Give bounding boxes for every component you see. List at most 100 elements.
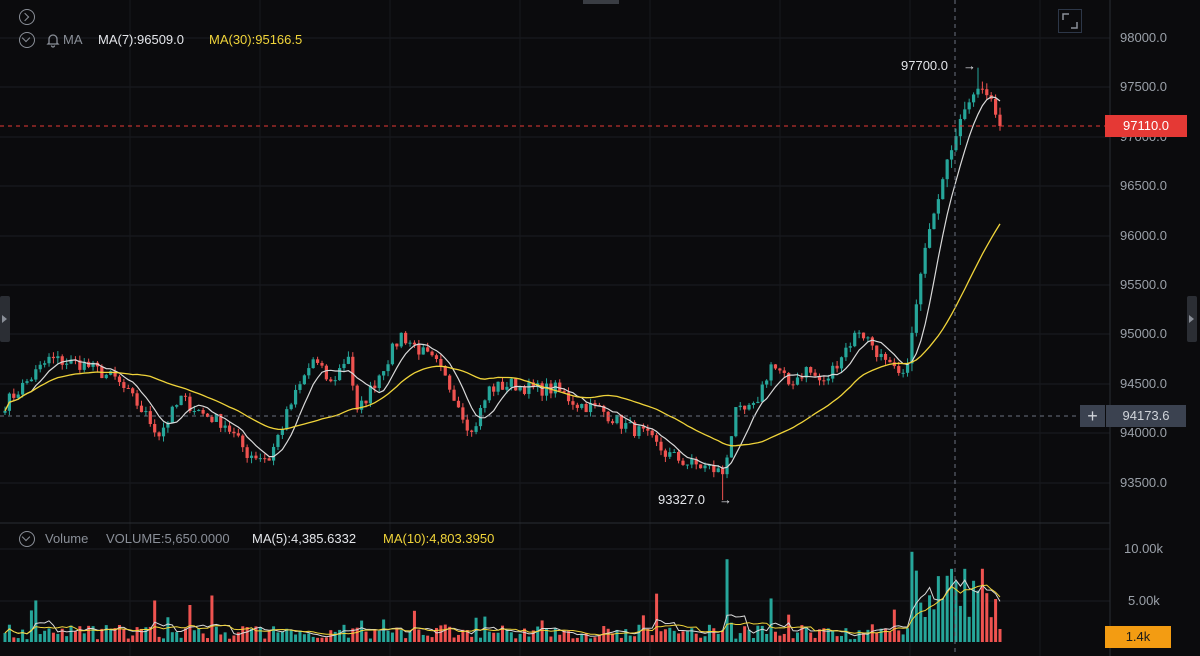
volume-bar <box>677 633 681 642</box>
right-panel-toggle[interactable] <box>1187 296 1197 342</box>
candle-body <box>368 385 373 404</box>
volume-bars <box>3 551 1002 642</box>
volume-bar <box>875 632 879 642</box>
volume-bar <box>782 633 786 642</box>
last-price-tag: 97110.0 <box>1105 115 1187 137</box>
candle-body <box>192 410 196 412</box>
candle-body <box>822 380 826 382</box>
candle-body <box>985 89 989 96</box>
candle-body <box>958 118 962 137</box>
candle-body <box>681 460 685 465</box>
volume-bar <box>637 624 641 642</box>
volume-bar <box>250 628 254 642</box>
candle-body <box>443 366 447 376</box>
indicator-name[interactable]: MA <box>63 32 83 47</box>
candle-body <box>646 428 650 431</box>
candle-body <box>16 394 20 398</box>
candle-body <box>624 423 628 429</box>
candle-body <box>496 381 500 392</box>
volume-bar <box>531 630 535 642</box>
candle-body <box>56 356 60 359</box>
volume-bar <box>373 629 377 642</box>
candle-body <box>417 344 421 355</box>
candle-body <box>298 384 302 390</box>
candle-body <box>280 429 284 435</box>
candle-body <box>51 356 56 359</box>
volume-bar <box>655 593 659 642</box>
volume-bar <box>536 626 540 642</box>
volume-bar <box>404 638 408 642</box>
volume-bar <box>756 625 760 642</box>
candle-body <box>43 363 47 365</box>
candle-body <box>558 382 562 392</box>
volume-bar <box>870 624 874 642</box>
candle-body <box>271 446 276 461</box>
volume-bar <box>109 629 113 642</box>
candle-body <box>289 404 293 410</box>
crosshair <box>0 0 1105 656</box>
candle-body <box>690 458 694 465</box>
volume-bar <box>16 638 20 642</box>
candle-body <box>747 404 751 410</box>
candle-body <box>426 347 430 352</box>
candle-body <box>82 361 86 370</box>
candle-body <box>307 368 311 376</box>
volume-bar <box>575 637 579 642</box>
candle-body <box>588 403 593 413</box>
candle-body <box>302 375 306 385</box>
volume-bar <box>936 576 940 642</box>
volume-bar <box>817 629 821 642</box>
price-tick: 96000.0 <box>1120 228 1167 243</box>
volume-legend-toggle-icon[interactable] <box>19 531 35 547</box>
volume-bar <box>223 632 227 642</box>
ma7-line <box>4 96 1001 469</box>
volume-bar <box>923 616 927 642</box>
volume-bar <box>773 631 777 642</box>
candle-body <box>729 436 734 458</box>
volume-bar <box>34 600 38 642</box>
candle-body <box>364 400 368 404</box>
crosshair-plus-icon[interactable]: + <box>1080 405 1105 427</box>
volume-title[interactable]: Volume <box>45 531 89 546</box>
candle-body <box>826 378 830 381</box>
volume-bar <box>166 617 170 642</box>
moving-average-lines <box>4 96 1001 638</box>
candle-body <box>540 383 544 396</box>
fullscreen-icon[interactable] <box>1058 9 1082 33</box>
candle-body <box>351 356 355 386</box>
candle-body <box>47 356 51 364</box>
drag-handle[interactable] <box>583 0 619 4</box>
collapse-toggle-icon[interactable] <box>19 9 35 25</box>
candle-body <box>478 407 483 427</box>
volume-bar <box>241 626 245 642</box>
left-panel-toggle[interactable] <box>0 296 10 342</box>
volume-bar <box>509 632 513 642</box>
bell-icon[interactable] <box>45 32 61 53</box>
candle-body <box>285 409 289 430</box>
volume-bar <box>276 632 280 642</box>
volume-bar <box>38 634 42 642</box>
volume-bar <box>826 628 830 642</box>
candle-body <box>531 382 535 388</box>
candle-body <box>650 430 654 436</box>
last-volume-tag: 1.4k <box>1105 626 1171 648</box>
volume-bar <box>505 629 509 642</box>
volume-bar <box>791 638 795 642</box>
volume-bar <box>175 632 179 642</box>
volume-bar <box>439 625 443 642</box>
candle-body <box>65 363 69 365</box>
candle-body <box>487 386 491 401</box>
candle-body <box>122 382 126 388</box>
candle-body <box>813 372 817 376</box>
volume-bar <box>408 631 412 642</box>
volume-bar <box>659 631 663 642</box>
main-legend-toggle-icon[interactable] <box>19 32 35 48</box>
volume-bar <box>857 630 861 642</box>
candle-body <box>769 364 773 381</box>
candle-body <box>210 416 214 422</box>
volume-bar <box>835 636 839 642</box>
volume-bar <box>853 638 857 642</box>
candle-body <box>949 150 954 160</box>
candle-body <box>188 396 192 411</box>
